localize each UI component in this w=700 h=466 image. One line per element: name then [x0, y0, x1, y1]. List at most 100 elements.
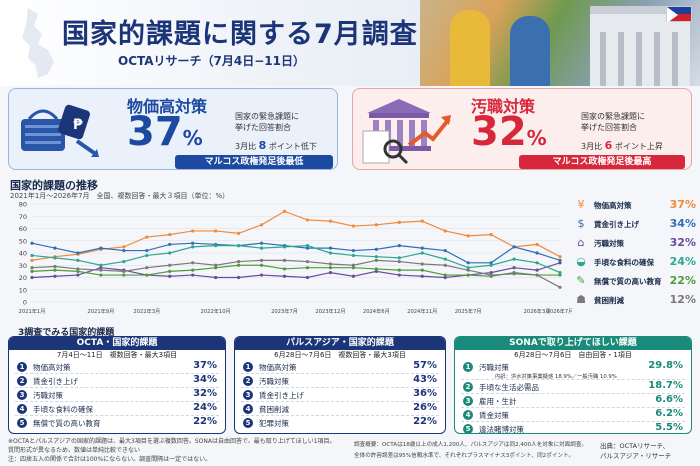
- panel-header: パルスアジア・国家的課題: [235, 337, 445, 350]
- data-point: [145, 235, 149, 239]
- panel-subheader: 6月28日〜7月6日 複数回答・最大3項目: [274, 351, 406, 359]
- rank-badge: 3: [463, 396, 473, 406]
- data-point: [76, 269, 80, 273]
- ranking-label: 違法賭博対策: [479, 425, 524, 434]
- legend-item: ☗ 貧困削減 12%: [572, 291, 696, 309]
- ranking-row: 3 賃金引き上げ 36%: [241, 388, 439, 402]
- data-point: [191, 229, 195, 233]
- ranking-value: 26%: [413, 402, 437, 413]
- legend-label: 物価高対策: [594, 201, 632, 210]
- kpi-description: 国家の緊急課題に 挙げた回答割合: [581, 112, 645, 132]
- kpi-badge: マルコス政権発足後最高: [519, 155, 685, 169]
- data-point: [191, 268, 195, 272]
- data-point: [99, 268, 103, 272]
- data-point: [145, 273, 149, 277]
- kpi-card-corruption: 汚職対策 32% 国家の緊急課題に 挙げた回答割合 3月比 6 ポイント上昇 マル…: [352, 88, 692, 170]
- x-tick-label: 2026年3月: [524, 307, 551, 315]
- ranking-value: 34%: [193, 374, 217, 385]
- poverty-icon: ☗: [576, 293, 586, 306]
- data-point: [237, 275, 241, 280]
- kpi-badge: マルコス政権発足後最低: [175, 155, 333, 169]
- ranking-value: 22%: [413, 416, 437, 427]
- rank-badge: 2: [463, 382, 473, 392]
- data-point: [328, 219, 333, 223]
- data-point: [558, 273, 562, 277]
- ranking-value: 37%: [193, 360, 217, 371]
- data-point: [99, 266, 103, 270]
- data-point: [191, 273, 195, 277]
- ranking-label: 汚職対策: [259, 377, 289, 386]
- data-point: [53, 246, 57, 250]
- panel-header: OCTA・国家的課題: [9, 337, 225, 350]
- panel-header: SONAで取り上げてほしい課題: [455, 337, 691, 350]
- data-point: [122, 259, 126, 264]
- education-icon: ✎: [576, 274, 586, 287]
- rank-badge: 4: [463, 410, 473, 420]
- data-point: [374, 247, 378, 251]
- ranking-row: 4 貧困削減 26%: [241, 402, 439, 416]
- data-point: [466, 234, 470, 238]
- data-point: [535, 261, 539, 265]
- data-point: [397, 268, 401, 272]
- data-point: [420, 246, 424, 250]
- data-point: [191, 245, 195, 249]
- data-point: [351, 253, 355, 258]
- price-tag-icon: ¥: [577, 198, 585, 211]
- ranking-row: 5 無償で質の高い教育 22%: [15, 416, 219, 430]
- series-line: [31, 262, 561, 279]
- data-point: [168, 251, 172, 255]
- data-point: [76, 258, 80, 262]
- data-point: [168, 263, 172, 267]
- rank-badge: 3: [17, 390, 27, 400]
- ranking-value: 24%: [193, 402, 217, 413]
- panel-octa: OCTA・国家的課題 7月4日〜11日 複数回答・最大3項目 1 物価高対策 37% 2 賃…: [8, 336, 226, 434]
- legend-item: ◒ 手頃な食料の確保 24%: [572, 253, 696, 271]
- y-tick-label: 30: [19, 262, 27, 270]
- y-tick-label: 20: [19, 274, 27, 282]
- data-point: [282, 267, 287, 271]
- government-icon: ⌂: [577, 236, 585, 249]
- kpi-value: 37%: [127, 109, 203, 155]
- data-point: [122, 273, 126, 277]
- ranking-label: 賃金引き上げ: [259, 391, 304, 400]
- data-point: [397, 220, 401, 224]
- kpi-label: 物価高対策: [127, 97, 208, 116]
- data-point: [282, 209, 287, 213]
- philippines-flag-icon: [666, 6, 692, 23]
- series-line: [31, 242, 561, 264]
- rank-badge: 5: [17, 418, 27, 428]
- kpi-card-prices: ₱ 物価高対策 37% 国家の緊急課題に 挙げた回答割合 3月比 8 ポイント低下…: [8, 88, 338, 170]
- data-point: [443, 273, 447, 277]
- data-point: [328, 271, 333, 275]
- data-point: [214, 266, 218, 270]
- note-3: 注：四捨五入の関係で合計は100%にならない。調査間隔は一定ではない。: [8, 456, 212, 463]
- legend-label: 貧困削減: [594, 296, 624, 305]
- note-1: ※OCTAとパルスアジアの国家的課題は、最大3項目を選ぶ複数回答。SONAは自由…: [8, 438, 336, 445]
- data-point: [259, 258, 264, 262]
- legend-value: 32%: [669, 236, 696, 249]
- ranking-value: 29.8%: [648, 360, 683, 371]
- data-point: [30, 258, 34, 262]
- data-point: [443, 248, 447, 253]
- data-point: [214, 275, 218, 280]
- data-point: [122, 245, 126, 249]
- data-point: [305, 246, 310, 250]
- rank-badge: 3: [243, 390, 253, 400]
- y-tick-label: 40: [19, 250, 27, 258]
- rank-badge: 1: [243, 362, 253, 372]
- data-point: [420, 262, 424, 266]
- data-point: [214, 244, 218, 248]
- ranking-row: 2 賃金引き上げ 34%: [15, 374, 219, 388]
- header-banner: 国家的課題に関する7月調査 OCTAリサーチ（7月4日−11日）: [0, 0, 700, 86]
- ranking-row: 2 汚職対策 43%: [241, 374, 439, 388]
- data-point: [99, 246, 103, 250]
- philippines-map-icon: [22, 8, 54, 78]
- data-point: [76, 273, 80, 277]
- panel-subheader: 6月28日〜7月6日 自由回答・1項目: [514, 351, 632, 359]
- ranking-row: 4 賃金対策 6.2%: [461, 408, 685, 422]
- data-point: [53, 268, 57, 272]
- ranking-label: 物価高対策: [33, 363, 71, 372]
- x-tick-label: 2024年11月: [407, 307, 437, 315]
- y-tick-label: 70: [19, 213, 27, 221]
- data-point: [420, 274, 424, 278]
